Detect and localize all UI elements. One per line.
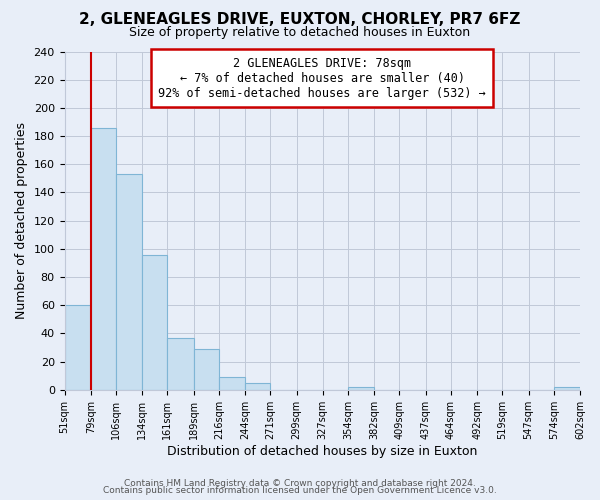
Bar: [91, 128, 116, 390]
Y-axis label: Number of detached properties: Number of detached properties: [15, 122, 28, 319]
Bar: [167, 338, 194, 390]
Bar: [219, 377, 245, 390]
Bar: [116, 174, 142, 390]
Bar: [348, 387, 374, 390]
Text: Contains public sector information licensed under the Open Government Licence v3: Contains public sector information licen…: [103, 486, 497, 495]
Text: Size of property relative to detached houses in Euxton: Size of property relative to detached ho…: [130, 26, 470, 39]
Text: 2 GLENEAGLES DRIVE: 78sqm
← 7% of detached houses are smaller (40)
92% of semi-d: 2 GLENEAGLES DRIVE: 78sqm ← 7% of detach…: [158, 56, 486, 100]
Text: Contains HM Land Registry data © Crown copyright and database right 2024.: Contains HM Land Registry data © Crown c…: [124, 478, 476, 488]
Bar: [554, 387, 580, 390]
Bar: [194, 349, 219, 390]
Text: 2, GLENEAGLES DRIVE, EUXTON, CHORLEY, PR7 6FZ: 2, GLENEAGLES DRIVE, EUXTON, CHORLEY, PR…: [79, 12, 521, 28]
X-axis label: Distribution of detached houses by size in Euxton: Distribution of detached houses by size …: [167, 444, 478, 458]
Bar: [65, 306, 91, 390]
Bar: [142, 254, 167, 390]
Bar: [245, 383, 271, 390]
